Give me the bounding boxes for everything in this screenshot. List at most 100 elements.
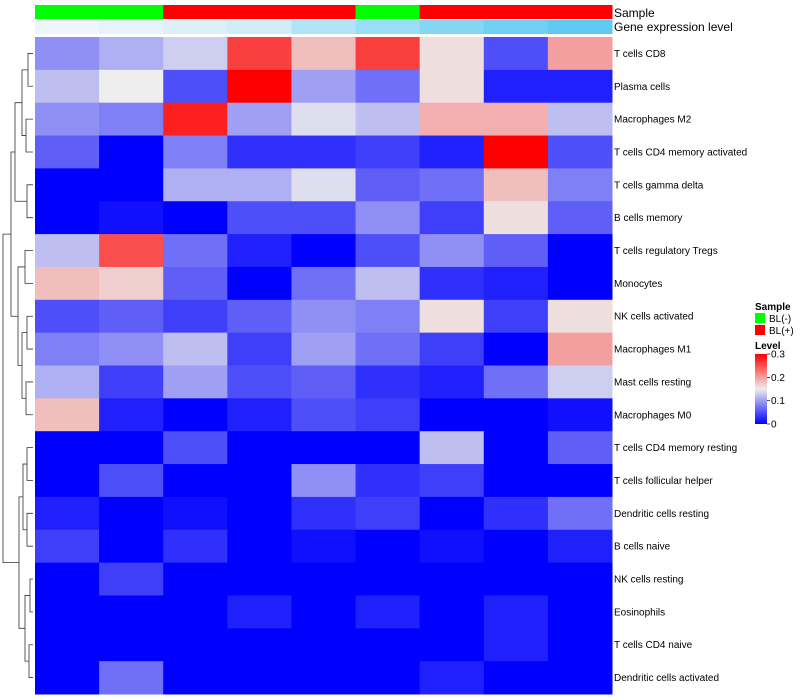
sample-annotation-cell (355, 5, 421, 19)
row-label: T cells CD4 memory resting (614, 443, 737, 454)
sample-annotation-cell (291, 5, 357, 19)
legend-level-tick-label: 0.1 (771, 396, 785, 407)
heatmap-cell (483, 37, 549, 71)
heatmap-cell (227, 201, 292, 235)
legend-level-tick-label: 0 (771, 420, 777, 431)
gene-expression-annotation-cell (291, 20, 357, 34)
heatmap-cell (291, 496, 357, 531)
heatmap-cell (355, 496, 421, 531)
heatmap-cell (419, 628, 485, 662)
dendrogram-branch (14, 102, 27, 202)
heatmap-cell (483, 135, 549, 169)
heatmap-cell (163, 431, 228, 465)
sample-annotation-cell (547, 5, 613, 19)
legend-level-colorbar (755, 354, 767, 424)
heatmap-cell (163, 595, 228, 629)
heatmap-cell (355, 135, 421, 169)
legend-level-tick-label: 0.2 (771, 373, 785, 384)
row-label: Macrophages M1 (614, 345, 692, 356)
sample-annotation-cell (227, 5, 292, 19)
dendrogram-branch (26, 184, 33, 219)
legend-level-title: Level (755, 341, 781, 352)
heatmap-cell (355, 661, 421, 695)
heatmap-cell (163, 628, 228, 662)
legend-sample-label: BL(+) (769, 326, 794, 337)
heatmap-cell (483, 595, 549, 629)
heatmap-cell (355, 464, 421, 498)
legend-sample-label: BL(-) (769, 314, 791, 325)
heatmap-cell (355, 168, 421, 202)
heatmap-cell (35, 661, 100, 695)
heatmap-cell (547, 37, 613, 71)
heatmap-cell (547, 201, 613, 235)
heatmap-cell (483, 661, 549, 695)
row-label: B cells naive (614, 542, 671, 553)
row-label: NK cells activated (614, 312, 693, 323)
heatmap-cell (291, 332, 357, 366)
heatmap-cell (163, 266, 228, 301)
heatmap-cell (355, 234, 421, 268)
heatmap-cell (227, 102, 292, 137)
heatmap-cell (99, 168, 164, 202)
heatmap-cell (99, 661, 164, 695)
heatmap-cell (547, 529, 613, 564)
row-label: Mast cells resting (614, 377, 691, 388)
heatmap-cell (419, 37, 485, 71)
heatmap-cell (99, 201, 164, 235)
heatmap-cell (227, 496, 292, 531)
gene-expression-annotation-cell (163, 20, 228, 34)
row-label: T cells gamma delta (614, 180, 704, 191)
heatmap-cell (547, 332, 613, 366)
heatmap-cell (99, 595, 164, 629)
sample-annotation-bar (35, 5, 613, 19)
heatmap-cell (355, 102, 421, 137)
heatmap-cell (355, 431, 421, 465)
heatmap-cell (355, 398, 421, 432)
heatmap-cell (547, 595, 613, 629)
heatmap-cell (99, 135, 164, 169)
legend-sample-swatch (755, 313, 765, 323)
legend: Sample BL(-)BL(+) Level 0.3 0.2 0.1 0 (755, 302, 794, 431)
heatmap-cell (291, 234, 357, 268)
row-label: T cells CD4 memory activated (614, 147, 747, 158)
dendrogram-branch (17, 266, 25, 366)
heatmap-cell (99, 628, 164, 662)
heatmap-cell (163, 365, 228, 399)
heatmap-cell (163, 201, 228, 235)
heatmap-cell (547, 628, 613, 662)
heatmap-cell (419, 529, 485, 564)
heatmap-cell (419, 595, 485, 629)
gene-expression-annotation-cell (99, 20, 164, 34)
heatmap-cell (291, 628, 357, 662)
heatmap-cell (419, 135, 485, 169)
heatmap-cell (163, 398, 228, 432)
heatmap-cell (355, 595, 421, 629)
heatmap-cell (99, 464, 164, 498)
heatmap-cell (483, 332, 549, 366)
heatmap-cell (419, 431, 485, 465)
heatmap-cell (35, 37, 100, 71)
heatmap-cell (547, 168, 613, 202)
gene-expression-annotation-cell (419, 20, 485, 34)
heatmap-cell (483, 201, 549, 235)
row-label: Dendritic cells activated (614, 673, 719, 684)
heatmap-cell (355, 299, 421, 334)
heatmap-cell (547, 365, 613, 399)
heatmap-cell (227, 332, 292, 366)
heatmap-cells (35, 37, 613, 695)
sample-annotation-cell (35, 5, 100, 19)
heatmap-cell (419, 201, 485, 235)
heatmap-cell (291, 595, 357, 629)
heatmap-cell (227, 661, 292, 695)
heatmap-cell (355, 529, 421, 564)
heatmap-cell (35, 168, 100, 202)
heatmap-cell (547, 266, 613, 301)
heatmap-cell (227, 266, 292, 301)
heatmap-cell (483, 69, 549, 104)
heatmap-cell (547, 69, 613, 104)
heatmap-cell (547, 299, 613, 334)
heatmap-cell (483, 102, 549, 137)
heatmap-cell (99, 332, 164, 366)
row-label: Macrophages M2 (614, 115, 692, 126)
heatmap-cell (99, 562, 164, 596)
